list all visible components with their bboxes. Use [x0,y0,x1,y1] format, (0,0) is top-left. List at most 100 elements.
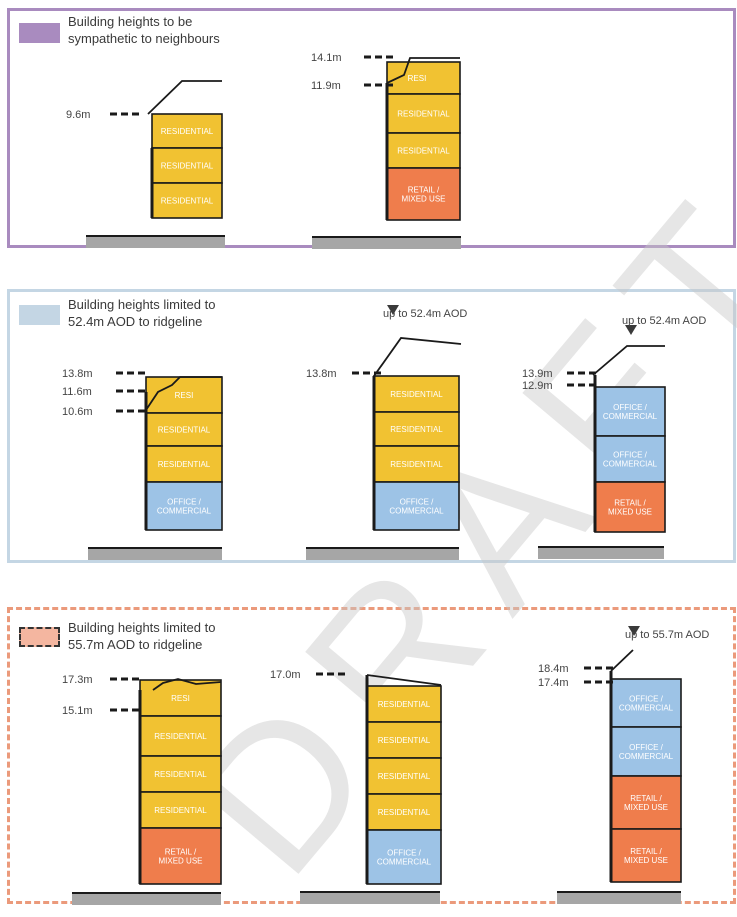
floor-retail [594,481,666,533]
height-label: 15.1m [62,705,93,717]
legend-text-panel-2: Building heights limited to 52.4m AOD to… [68,297,216,329]
height-label: 11.9m [311,80,341,92]
aod-label: up to 55.7m AOD [625,629,709,641]
floor-residential [386,93,461,134]
floor-label: RESI [408,74,427,83]
floor-office [373,481,460,531]
ground-slab [306,548,459,560]
floor-residential [386,132,461,169]
floor-retail [386,167,461,221]
floor-label: RETAIL / MIXED USE [624,794,668,812]
floor-label: RESIDENTIAL [154,732,207,741]
floor-label: OFFICE / COMMERCIAL [603,403,658,421]
floor-residential [366,721,442,759]
aod-arrow-icon [625,325,637,335]
floor-label: OFFICE / COMMERCIAL [377,849,432,867]
floor-residential [139,715,222,757]
floor-residential [366,757,442,795]
ground-slab [538,547,664,559]
floor-label: RESIDENTIAL [161,197,214,206]
floor-label: RESIDENTIAL [158,426,211,435]
floor-label: RESIDENTIAL [378,700,431,709]
building-section-p3-b2: RESIDENTIAL RESIDENTIAL RESIDENTIAL RESIDEN… [270,669,442,904]
floor-label: OFFICE / COMMERCIAL [603,451,658,469]
floor-office [610,678,682,728]
floor-label: OFFICE / COMMERCIAL [619,695,674,713]
floor-label: RESIDENTIAL [161,162,214,171]
ground-slab [88,548,222,560]
floor-label: RESIDENTIAL [154,770,207,779]
floor-residential [373,411,460,447]
height-label: 14.1m [311,52,342,64]
ground-slab [86,236,225,248]
floor-label: RETAIL / MIXED USE [608,499,652,517]
roof-profile [366,674,442,686]
roof-profile [386,57,460,84]
ground-slab [557,892,681,904]
aod-label: up to 52.4m AOD [622,315,706,327]
floor-label: OFFICE / COMMERCIAL [157,498,212,516]
panel-52-4m-aod [7,289,736,563]
floor-office [366,829,442,885]
roof-profile [592,345,665,376]
building-section-p1-b1: RESIDENTIAL RESIDENTIAL RESIDENTIAL 9.6m [66,80,225,248]
building-section-p2-b3: OFFICE / COMMERCIAL OFFICE / COMMERCIAL RETA… [522,315,706,559]
roof-profile [152,678,222,691]
building-section-p1-b2: RESI RESIDENTIAL RESIDENTIAL RETAIL / MIXED … [311,52,461,249]
ground-slab [300,892,440,904]
roof-profile [145,376,222,411]
building-section-p2-b1: RESI RESIDENTIAL RESIDENTIAL OFFICE / COMMER… [62,368,223,560]
floor-label: RESIDENTIAL [154,806,207,815]
floor-label: OFFICE / COMMERCIAL [389,498,444,516]
floor-label: RESIDENTIAL [390,425,443,434]
floor-residential [366,793,442,831]
roof-profile [610,649,634,672]
floor-label: RESI [171,694,190,703]
floor-label: OFFICE / COMMERCIAL [619,743,674,761]
aod-label: up to 52.4m AOD [383,308,467,320]
floor-label: RESIDENTIAL [378,736,431,745]
building-section-p3-b1: RESI RESIDENTIAL RESIDENTIAL RESIDENTIAL RET… [62,674,222,905]
height-label: 17.0m [270,669,301,681]
height-label: 17.3m [62,674,93,686]
height-label: 10.6m [62,406,93,418]
floor-label: RESIDENTIAL [161,127,214,136]
height-label: 12.9m [522,380,553,392]
floor-label: RESI [175,391,194,400]
height-label: 13.8m [62,368,93,380]
height-label: 9.6m [66,109,90,121]
aod-arrow-icon [628,626,640,636]
floor-residential [151,147,223,184]
ground-slab [72,893,221,905]
legend-text-panel-3: Building heights limited to 55.7m AOD to… [68,620,216,652]
floor-label: RESIDENTIAL [378,772,431,781]
floor-label: RETAIL / MIXED USE [401,186,445,204]
roof-profile [373,337,462,377]
ground-slab [312,237,461,249]
floor-label: RESIDENTIAL [397,110,450,119]
building-section-p2-b2: RESIDENTIAL RESIDENTIAL RESIDENTIAL OFFICE … [306,305,467,560]
floor-retail [139,827,222,885]
floor-label: RETAIL / MIXED USE [624,847,668,865]
roof-profile [147,80,222,115]
height-label: 13.8m [306,368,337,380]
height-label: 18.4m [538,663,569,675]
aod-arrow-icon [387,305,399,315]
floor-label: RESIDENTIAL [397,147,450,156]
floor-label: RESIDENTIAL [378,808,431,817]
floor-office [594,435,666,483]
height-label: 17.4m [538,677,569,689]
legend-key-blue [19,305,60,325]
floor-label: RESIDENTIAL [390,390,443,399]
height-label: 13.9m [522,368,553,380]
floor-label: RETAIL / MIXED USE [158,848,202,866]
floor-label: RESIDENTIAL [390,460,443,469]
floor-residential [366,685,442,723]
floor-label: RESIDENTIAL [158,460,211,469]
legend-key-salmon [19,627,60,647]
floor-retail [610,775,682,830]
floor-residential [151,182,223,219]
building-section-p3-b3: OFFICE / COMMERCIAL OFFICE / COMMERCIAL RETA… [538,626,709,904]
legend-text-panel-1: Building heights to be sympathetic to ne… [68,14,220,46]
